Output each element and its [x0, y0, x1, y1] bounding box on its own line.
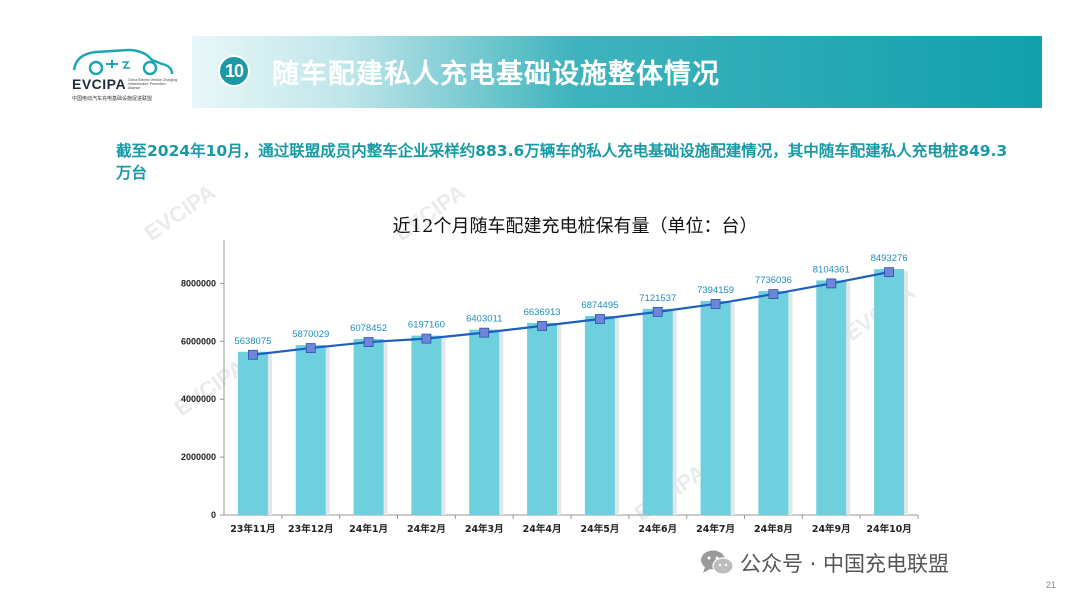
y-tick-label: 0 [211, 510, 216, 520]
x-tick-label: 23年12月 [288, 523, 333, 535]
data-label: 5638075 [234, 336, 271, 347]
bar [584, 316, 615, 515]
data-label: 7736036 [755, 275, 792, 286]
data-label: 6403011 [466, 314, 502, 325]
line-marker [595, 314, 605, 324]
x-tick-label: 23年11月 [230, 523, 275, 535]
bar-shadow [614, 318, 619, 515]
section-number-badge: 10 [218, 55, 250, 87]
logo-subtitle-en: China Electric Vehicle Charging Infrastr… [128, 78, 178, 90]
chart-title: 近12个月随车配建充电桩保有量（单位：台） [392, 216, 758, 237]
line-marker [421, 333, 432, 344]
data-label: 8104361 [813, 264, 850, 275]
x-tick-label: 24年4月 [523, 523, 562, 535]
line-marker [363, 337, 374, 347]
x-tick-label: 24年7月 [696, 523, 735, 535]
line-marker [248, 349, 258, 360]
data-label: 7121537 [639, 293, 676, 304]
series-line [252, 271, 890, 356]
line-marker [826, 278, 837, 289]
evcipa-logo-icon [72, 48, 174, 76]
x-tick-label: 24年2月 [407, 523, 446, 535]
bar [874, 269, 905, 515]
bar [700, 300, 731, 515]
summary-text: 截至2024年10月，通过联盟成员内整车企业采样约883.6万辆车的私人充电基础… [116, 142, 1008, 182]
x-tick-label: 24年9月 [812, 523, 851, 535]
bar [353, 339, 384, 515]
data-label: 6636913 [524, 307, 561, 318]
bar-shadow [846, 282, 851, 515]
x-tick-label: 24年8月 [754, 523, 793, 535]
x-tick-label: 24年6月 [638, 523, 677, 535]
y-tick-label: 4000000 [181, 394, 216, 404]
header-band [192, 36, 1042, 108]
bar-shadow [788, 293, 793, 515]
line-marker [884, 267, 894, 278]
bar-shadow [904, 271, 909, 515]
data-label: 6078452 [350, 323, 387, 334]
line-marker [768, 289, 779, 299]
page-title: 随车配建私人充电基础设施整体情况 [272, 59, 720, 90]
logo-name: EVCIPA [72, 76, 127, 92]
wechat-label: 公众号 · 中国充电联盟 [740, 552, 950, 576]
page-number: 21 [1046, 580, 1057, 590]
bar [411, 335, 442, 515]
bar-shadow [441, 337, 446, 515]
bar [237, 351, 268, 515]
bar-shadow [730, 302, 735, 515]
bar [758, 291, 789, 515]
y-tick-label: 2000000 [181, 452, 216, 462]
line-marker [537, 320, 547, 331]
x-tick-label: 24年3月 [465, 523, 504, 535]
data-label: 5870029 [292, 329, 329, 340]
bar-shadow [325, 347, 330, 515]
line-marker [652, 306, 663, 317]
data-label: 6197160 [408, 320, 445, 331]
bar [469, 329, 500, 515]
x-tick-label: 24年1月 [349, 523, 388, 535]
bar [527, 322, 558, 515]
line-marker [710, 299, 721, 309]
y-tick-label: 6000000 [181, 336, 216, 346]
y-tick-label: 8000000 [181, 278, 216, 288]
bar [816, 280, 847, 515]
bar [295, 345, 326, 515]
x-tick-label: 24年10月 [866, 523, 911, 535]
data-label: 6874495 [581, 300, 618, 311]
bar-shadow [672, 310, 677, 515]
data-label: 7394159 [697, 285, 734, 296]
data-label: 8493276 [871, 253, 908, 264]
line-marker [305, 343, 316, 353]
bar-shadow [557, 324, 562, 515]
x-tick-label: 24年5月 [580, 523, 619, 535]
logo-subtitle-cn: 中国电动汽车充电基础设施促进联盟 [72, 96, 153, 102]
wechat-icon [701, 550, 734, 575]
line-marker [479, 327, 490, 338]
bar-shadow [267, 353, 272, 515]
bar-shadow [383, 341, 388, 515]
wechat-footer: 公众号 · 中国充电联盟 [700, 548, 949, 578]
bar-shadow [499, 331, 504, 515]
bar [642, 308, 673, 515]
